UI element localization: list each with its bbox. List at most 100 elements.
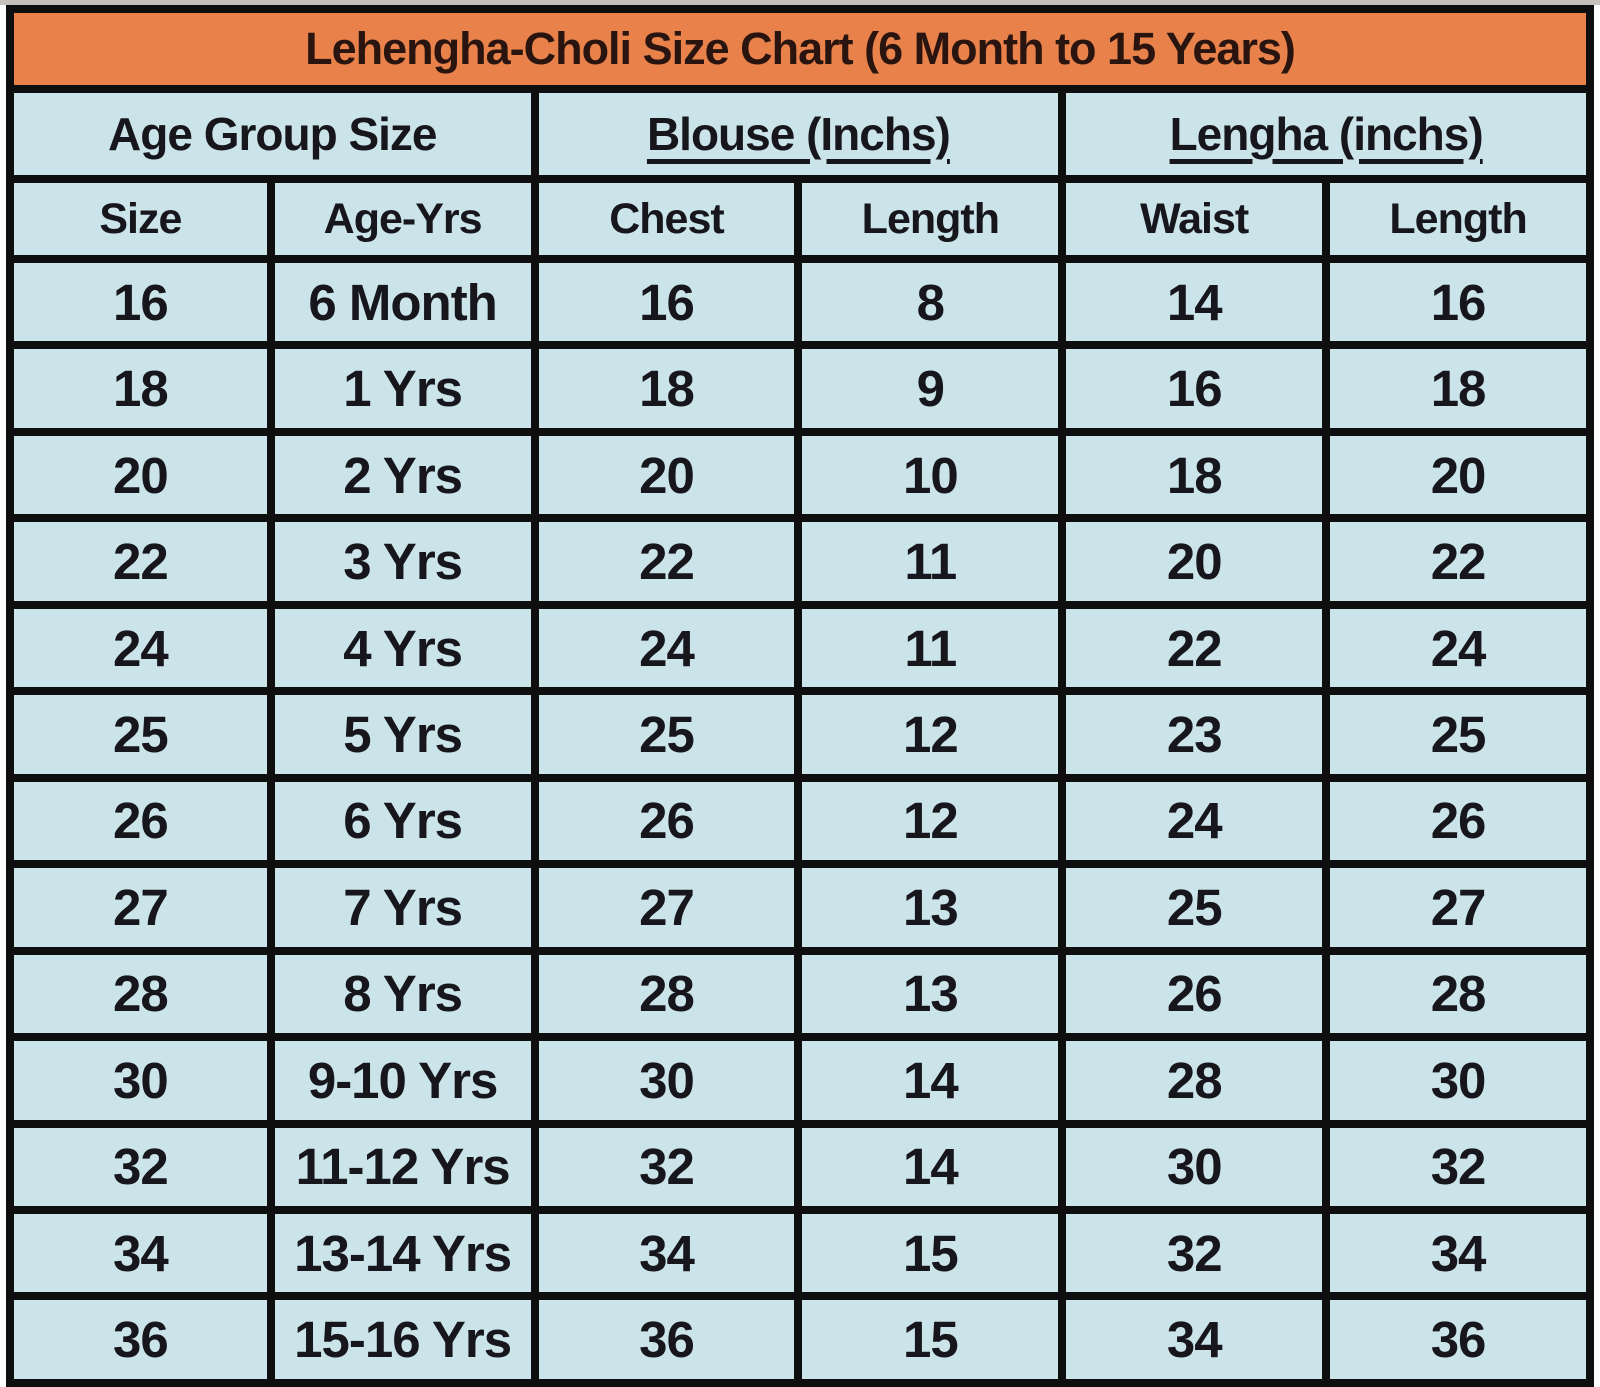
size-chart-sheet: Lehengha-Choli Size Chart (6 Month to 15…: [6, 5, 1594, 1387]
size-cell: 24: [6, 600, 275, 696]
lengha-length-cell: 34: [1322, 1205, 1594, 1301]
table-row: 20 2 Yrs 20 10 18 20: [6, 427, 1594, 523]
age-cell: 1 Yrs: [266, 341, 539, 436]
waist-cell: 23: [1058, 687, 1331, 782]
table-row: 28 8 Yrs 28 13 26 28: [6, 946, 1594, 1042]
size-cell: 26: [6, 773, 275, 869]
waist-cell: 25: [1058, 860, 1331, 955]
chest-cell: 26: [530, 773, 803, 869]
table-row: 16 6 Month 16 8 14 16: [6, 254, 1594, 350]
table-row: 24 4 Yrs 24 11 22 24: [6, 600, 1594, 696]
waist-cell: 28: [1058, 1033, 1331, 1128]
age-cell: 15-16 Yrs: [266, 1292, 539, 1387]
age-cell: 3 Yrs: [266, 514, 539, 609]
waist-cell: 24: [1058, 773, 1331, 869]
age-cell: 13-14 Yrs: [266, 1205, 539, 1301]
chest-cell: 16: [530, 254, 803, 350]
table-row: 34 13-14 Yrs 34 15 32 34: [6, 1205, 1594, 1301]
table-row: 18 1 Yrs 18 9 16 18: [6, 341, 1594, 436]
waist-cell: 34: [1058, 1292, 1331, 1387]
blouse-length-cell: 11: [794, 600, 1067, 696]
size-cell: 36: [6, 1292, 275, 1387]
size-cell: 25: [6, 687, 275, 782]
column-header-row: Size Age-Yrs Chest Length Waist Length: [6, 175, 1594, 263]
group-header-lengha: Lengha (inchs): [1058, 85, 1594, 183]
lengha-length-cell: 16: [1322, 254, 1594, 350]
age-cell: 7 Yrs: [266, 860, 539, 955]
size-chart-table: Lehengha-Choli Size Chart (6 Month to 15…: [6, 5, 1594, 1387]
lengha-length-cell: 25: [1322, 687, 1594, 782]
blouse-length-cell: 12: [794, 687, 1067, 782]
size-cell: 20: [6, 427, 275, 523]
blouse-length-cell: 14: [794, 1119, 1067, 1215]
age-cell: 2 Yrs: [266, 427, 539, 523]
lengha-length-cell: 27: [1322, 860, 1594, 955]
chest-cell: 30: [530, 1033, 803, 1128]
blouse-length-cell: 11: [794, 514, 1067, 609]
group-header-blouse: Blouse (Inchs): [530, 85, 1067, 183]
chest-cell: 24: [530, 600, 803, 696]
chest-cell: 34: [530, 1205, 803, 1301]
chest-cell: 28: [530, 946, 803, 1042]
column-header-size: Size: [6, 175, 275, 263]
waist-cell: 32: [1058, 1205, 1331, 1301]
blouse-length-cell: 13: [794, 946, 1067, 1042]
age-cell: 9-10 Yrs: [266, 1033, 539, 1128]
blouse-length-cell: 15: [794, 1205, 1067, 1301]
column-header-chest: Chest: [530, 175, 803, 263]
chest-cell: 36: [530, 1292, 803, 1387]
column-header-lengha-length: Length: [1322, 175, 1594, 263]
chest-cell: 27: [530, 860, 803, 955]
chest-cell: 20: [530, 427, 803, 523]
lengha-length-cell: 32: [1322, 1119, 1594, 1215]
blouse-length-cell: 13: [794, 860, 1067, 955]
table-row: 30 9-10 Yrs 30 14 28 30: [6, 1033, 1594, 1128]
blouse-length-cell: 12: [794, 773, 1067, 869]
waist-cell: 26: [1058, 946, 1331, 1042]
lengha-length-cell: 20: [1322, 427, 1594, 523]
waist-cell: 18: [1058, 427, 1331, 523]
size-cell: 27: [6, 860, 275, 955]
group-header-row: Age Group Size Blouse (Inchs) Lengha (in…: [6, 85, 1594, 183]
table-row: 32 11-12 Yrs 32 14 30 32: [6, 1119, 1594, 1215]
waist-cell: 30: [1058, 1119, 1331, 1215]
age-cell: 8 Yrs: [266, 946, 539, 1042]
size-cell: 32: [6, 1119, 275, 1215]
waist-cell: 16: [1058, 341, 1331, 436]
chest-cell: 25: [530, 687, 803, 782]
table-row: 25 5 Yrs 25 12 23 25: [6, 687, 1594, 782]
size-cell: 30: [6, 1033, 275, 1128]
lengha-length-cell: 28: [1322, 946, 1594, 1042]
title-row: Lehengha-Choli Size Chart (6 Month to 15…: [6, 5, 1594, 93]
blouse-length-cell: 8: [794, 254, 1067, 350]
chart-title: Lehengha-Choli Size Chart (6 Month to 15…: [6, 5, 1594, 93]
age-cell: 11-12 Yrs: [266, 1119, 539, 1215]
blouse-length-cell: 10: [794, 427, 1067, 523]
age-cell: 4 Yrs: [266, 600, 539, 696]
size-cell: 18: [6, 341, 275, 436]
chest-cell: 22: [530, 514, 803, 609]
lengha-length-cell: 36: [1322, 1292, 1594, 1387]
lengha-length-cell: 30: [1322, 1033, 1594, 1128]
table-row: 27 7 Yrs 27 13 25 27: [6, 860, 1594, 955]
group-header-age: Age Group Size: [6, 85, 539, 183]
lengha-length-cell: 18: [1322, 341, 1594, 436]
blouse-length-cell: 9: [794, 341, 1067, 436]
scan-artifact-strip: [0, 0, 1600, 5]
lengha-length-cell: 24: [1322, 600, 1594, 696]
lengha-length-cell: 22: [1322, 514, 1594, 609]
age-cell: 5 Yrs: [266, 687, 539, 782]
waist-cell: 14: [1058, 254, 1331, 350]
column-header-age-yrs: Age-Yrs: [266, 175, 539, 263]
size-cell: 22: [6, 514, 275, 609]
table-row: 36 15-16 Yrs 36 15 34 36: [6, 1292, 1594, 1387]
age-cell: 6 Yrs: [266, 773, 539, 869]
blouse-length-cell: 15: [794, 1292, 1067, 1387]
waist-cell: 20: [1058, 514, 1331, 609]
size-cell: 34: [6, 1205, 275, 1301]
column-header-waist: Waist: [1058, 175, 1331, 263]
size-cell: 28: [6, 946, 275, 1042]
table-row: 26 6 Yrs 26 12 24 26: [6, 773, 1594, 869]
blouse-length-cell: 14: [794, 1033, 1067, 1128]
size-cell: 16: [6, 254, 275, 350]
